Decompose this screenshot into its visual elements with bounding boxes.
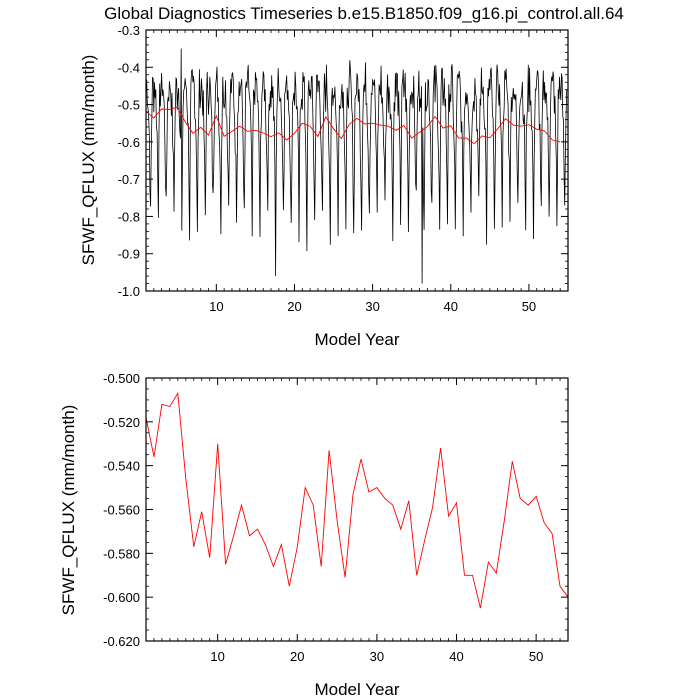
chart-bottom-frame — [145, 377, 569, 642]
x-tick-label: 20 — [287, 299, 301, 314]
chart-bottom: 10 20 30 40 50 -0.620 -0.600 -0.580 -0.560 -0.540… — [59, 371, 569, 699]
series-line-monthly — [146, 48, 568, 284]
chart-bottom-series-group — [146, 391, 568, 609]
y-tick-label: -1.0 — [118, 284, 140, 299]
chart-bottom-ylabel: SFWF_QFLUX (mm/month) — [59, 405, 78, 616]
chart-top-series-group — [146, 48, 568, 284]
y-tick-label: -0.5 — [118, 98, 140, 113]
x-tick-label: 20 — [290, 649, 304, 664]
chart-top: Global Diagnostics Timeseries b.e15.B185… — [79, 4, 624, 349]
x-tick-label: 40 — [444, 299, 458, 314]
chart-bottom-xlabel: Model Year — [314, 680, 399, 699]
chart-top-xlabel: Model Year — [314, 330, 399, 349]
y-tick-label: -0.7 — [118, 172, 140, 187]
y-tick-label: -0.540 — [103, 459, 140, 474]
y-tick-label: -0.560 — [103, 503, 140, 518]
series-line-annual-mean — [146, 106, 561, 145]
series-line-annual-mean — [146, 391, 568, 609]
x-tick-label: 30 — [370, 649, 384, 664]
chart-top-ticks: 10 20 30 40 50 -1.0 -0.9 -0.8 -0.7 -0.6 -0.5 -0.4 -0… — [118, 23, 569, 314]
x-tick-label: 40 — [449, 649, 463, 664]
y-tick-label: -0.9 — [118, 247, 140, 262]
x-tick-label: 50 — [522, 299, 536, 314]
y-tick-label: -0.580 — [103, 546, 140, 561]
y-tick-label: -0.520 — [103, 415, 140, 430]
x-tick-label: 10 — [209, 299, 223, 314]
y-tick-label: -0.620 — [103, 634, 140, 649]
x-tick-label: 30 — [365, 299, 379, 314]
chart-top-title: Global Diagnostics Timeseries b.e15.B185… — [104, 4, 624, 23]
y-tick-label: -0.500 — [103, 371, 140, 386]
x-tick-label: 50 — [529, 649, 543, 664]
x-tick-label: 10 — [210, 649, 224, 664]
y-tick-label: -0.6 — [118, 135, 140, 150]
chart-bottom-ticks: 10 20 30 40 50 -0.620 -0.600 -0.580 -0.560 -0.540… — [103, 371, 569, 664]
chart-top-ylabel: SFWF_QFLUX (mm/month) — [79, 55, 98, 266]
chart-top-frame — [145, 29, 569, 292]
y-tick-label: -0.600 — [103, 590, 140, 605]
y-tick-label: -0.8 — [118, 209, 140, 224]
y-tick-label: -0.3 — [118, 23, 140, 38]
y-tick-label: -0.4 — [118, 60, 140, 75]
